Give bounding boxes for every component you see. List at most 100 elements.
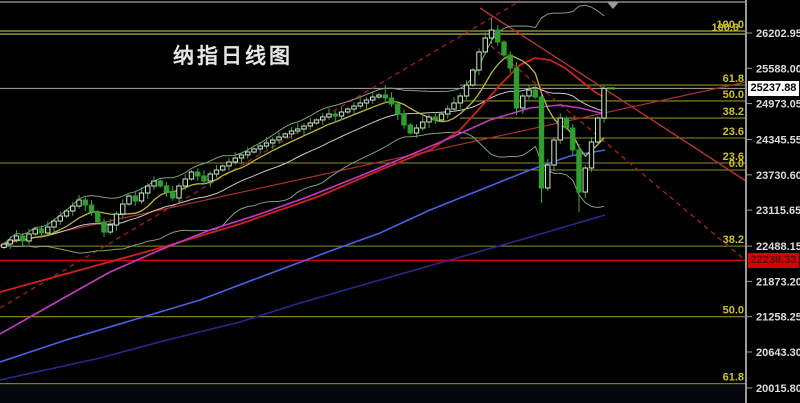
candle-body [145, 185, 151, 194]
candle-body [301, 125, 307, 130]
candle-body [170, 191, 176, 199]
candle-body [470, 69, 476, 86]
candle-body [270, 139, 276, 144]
fib-label: 100.0 [716, 19, 744, 31]
candle-body [588, 141, 595, 169]
candle-body [482, 37, 488, 53]
candle-body [601, 87, 607, 119]
scroll-position-marker [607, 2, 619, 9]
ascending-support-trendline [0, 81, 746, 246]
candle-body [538, 96, 545, 189]
candle-body [332, 113, 338, 117]
fib-label: 61.8 [723, 73, 744, 85]
candle-body [457, 95, 463, 104]
axis-tick-label: 26202.95 [756, 28, 800, 40]
candle-body [563, 117, 570, 129]
candle-body [463, 84, 470, 97]
candle-body [488, 29, 495, 39]
candle-body [445, 108, 451, 115]
candle-body [13, 235, 20, 241]
candle-body [232, 157, 238, 163]
candle-body [126, 195, 132, 205]
fib-label: 100.0 [711, 22, 739, 34]
candle-body [195, 171, 201, 177]
candle-body [57, 215, 63, 222]
fib-label: 0.0 [729, 158, 744, 170]
candle-body [163, 185, 170, 193]
chart-title: 纳指日线图 [173, 44, 293, 68]
candle-body [507, 54, 513, 69]
candle-body [545, 164, 551, 189]
price-axis[interactable]: 26202.95 25588.00 24973.05 24345.55 23730.60… [745, 0, 800, 403]
candle-body [63, 210, 70, 217]
candle-body [213, 169, 220, 175]
axis-tick-label: 23730.60 [756, 170, 800, 182]
candle-body [257, 145, 263, 150]
descending-solid-trendline [479, 7, 746, 182]
alert-price-tag: 22238.33 [748, 253, 799, 268]
candle-body [245, 151, 251, 156]
candle-body [388, 97, 395, 105]
plot-area: 100.0100.061.850.038.223.623.60.038.250.… [0, 0, 746, 385]
candle-body [188, 171, 195, 180]
candle-body [182, 178, 188, 187]
ma-blue [0, 149, 606, 363]
fib-label: 50.0 [723, 89, 744, 101]
candle-body [520, 95, 526, 109]
candle-body [376, 94, 382, 98]
bottom-strip [0, 385, 746, 403]
candle-body [157, 180, 163, 187]
candle-body [351, 105, 357, 110]
candle-body [207, 173, 213, 182]
candle-body [357, 102, 363, 107]
candle-body [238, 154, 245, 159]
candle-body [451, 102, 457, 110]
candle-body [345, 108, 351, 113]
candle-body [576, 149, 582, 193]
candle-body [307, 122, 313, 127]
candle-body [38, 228, 45, 234]
axis-tick-label: 25588.00 [756, 63, 800, 75]
candle-body [320, 116, 326, 121]
moving-averages-layer [0, 54, 606, 381]
candle-body [251, 148, 257, 153]
candle-body [326, 113, 332, 118]
candle-body [263, 142, 270, 147]
fib-label: 50.0 [723, 305, 744, 317]
candle-body [32, 228, 38, 235]
candles-layer [1, 18, 607, 250]
candle-body [7, 239, 13, 245]
trendlines-layer [0, 0, 746, 309]
bollinger-upper-band [3, 4, 605, 245]
candle-body [51, 220, 57, 228]
candle-body [276, 136, 282, 141]
candle-body [382, 94, 388, 99]
candle-body [420, 121, 426, 129]
candle-body [432, 116, 438, 121]
ma-navy [0, 214, 606, 381]
axis-tick-label: 24345.55 [756, 135, 800, 147]
candle-body [295, 128, 301, 132]
candle-body [595, 117, 601, 143]
descending-dashed-trendline [483, 39, 746, 262]
candle-body [282, 133, 288, 138]
candle-body [407, 124, 413, 134]
fib-lines-layer: 100.0100.061.850.038.223.623.60.038.250.… [0, 19, 746, 385]
candle-body [526, 89, 532, 97]
candle-body [532, 89, 538, 98]
candle-body [176, 185, 182, 199]
axis-tick-label: 20015.80 [756, 383, 800, 395]
fib-label: 23.6 [723, 151, 744, 163]
candle-body [476, 51, 482, 71]
candle-body [201, 175, 207, 182]
candle-body [70, 205, 76, 212]
candle-body [401, 113, 407, 126]
candle-body [113, 213, 120, 226]
axis-tick-label: 24973.05 [756, 99, 800, 111]
candle-body [570, 127, 576, 151]
ma-yellow [3, 54, 605, 245]
axis-tick-label: 22488.15 [756, 241, 800, 253]
